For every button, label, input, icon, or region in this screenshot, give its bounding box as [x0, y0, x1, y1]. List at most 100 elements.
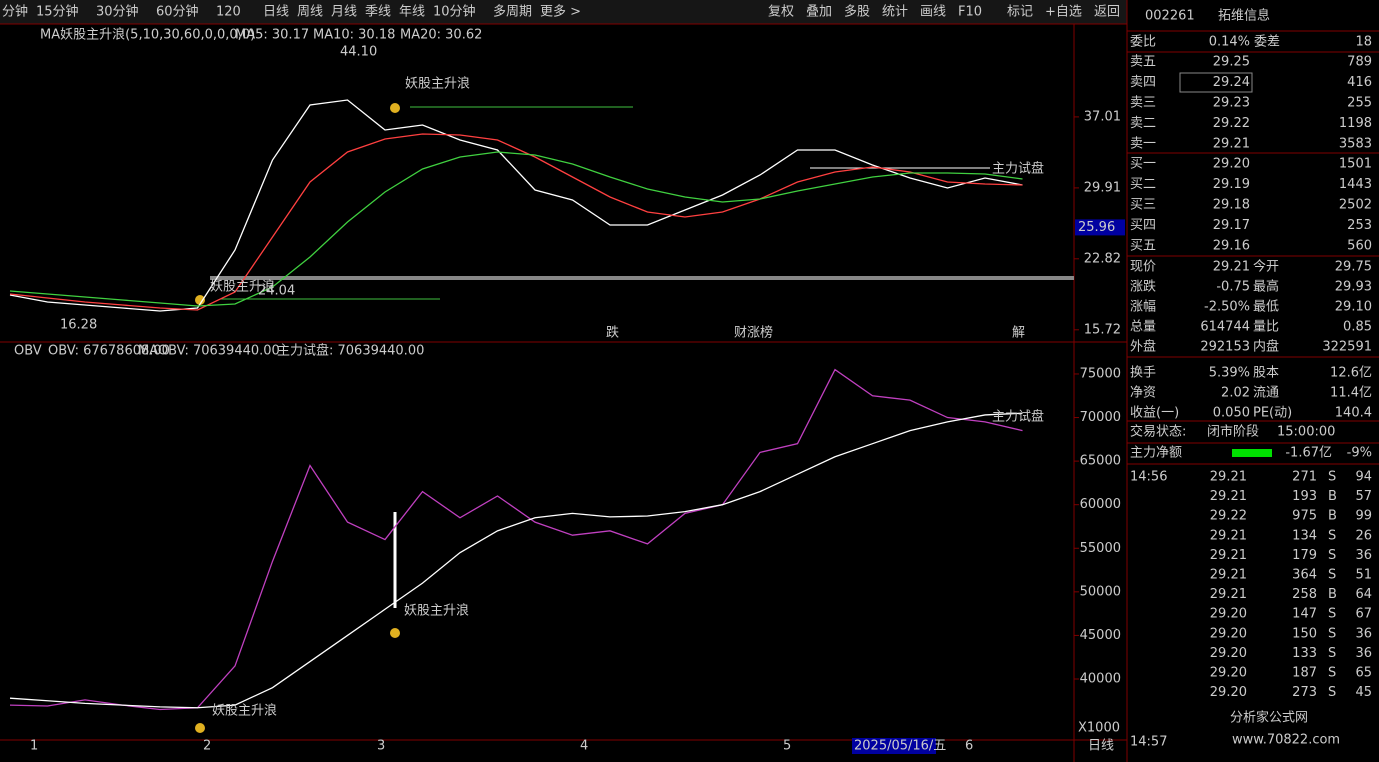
volume: 1501: [1339, 157, 1372, 172]
trade-volume: 273: [1292, 685, 1317, 700]
x-tick-label: 3: [377, 739, 385, 754]
toolbar-button[interactable]: 标记: [1007, 5, 1033, 20]
toolbar-button[interactable]: 15分钟: [36, 4, 79, 20]
y-tick-label: 65000: [1080, 454, 1121, 469]
trade-side: S: [1328, 470, 1336, 485]
label: 外盘: [1130, 339, 1156, 355]
volume: 560: [1347, 239, 1372, 254]
label: 卖三: [1130, 96, 1156, 111]
label: 涨跌: [1130, 279, 1156, 295]
label: 买四: [1130, 218, 1156, 233]
toolbar-button[interactable]: 10分钟: [433, 4, 476, 20]
trade-volume: 150: [1292, 626, 1317, 641]
trade-time: 14:56: [1130, 470, 1167, 485]
value: 29.21: [1213, 260, 1250, 275]
toolbar-button[interactable]: 季线: [365, 5, 391, 20]
toolbar-button[interactable]: 返回: [1094, 5, 1120, 20]
x-tick-label: 6: [965, 739, 973, 754]
trade-side: S: [1328, 685, 1336, 700]
price: 29.24: [1213, 75, 1250, 90]
label: 今开: [1253, 259, 1279, 275]
value: -1.67亿: [1285, 446, 1332, 461]
indicator-title: OBV: [14, 344, 42, 359]
net-bar: [1232, 449, 1272, 457]
toolbar-button[interactable]: 年线: [399, 5, 425, 20]
trade-count: 65: [1355, 666, 1372, 681]
trade-side: S: [1328, 607, 1336, 622]
toolbar-button[interactable]: 更多 >: [540, 4, 581, 20]
value: 2.02: [1221, 386, 1250, 401]
toolbar-button[interactable]: 日线: [263, 5, 289, 20]
label: 净资: [1130, 386, 1156, 401]
trade-volume: 258: [1292, 587, 1317, 602]
toolbar-button[interactable]: 叠加: [806, 5, 832, 20]
toolbar-button[interactable]: 多股: [844, 4, 870, 20]
period-label[interactable]: 日线: [1088, 739, 1114, 754]
toolbar-button[interactable]: 多周期: [493, 4, 532, 20]
price: 29.16: [1213, 239, 1250, 254]
support-band: [210, 276, 1074, 280]
annotation: 财涨榜: [734, 325, 773, 341]
value: 12.6亿: [1330, 366, 1372, 381]
price: 29.22: [1213, 116, 1250, 131]
series-line: [9, 368, 1023, 711]
series-line: [9, 412, 1023, 709]
legend-item: MA5: 30.17: [235, 28, 309, 43]
trade-price: 29.21: [1210, 489, 1247, 504]
value: 29.75: [1335, 260, 1372, 275]
series-line: [9, 133, 1023, 311]
toolbar-button[interactable]: 周线: [297, 5, 323, 20]
legend-item: MA20: 30.62: [400, 28, 482, 43]
trade-price: 29.20: [1210, 607, 1247, 622]
toolbar-button[interactable]: 分钟: [2, 4, 28, 20]
watermark-title: 分析家公式网: [1230, 710, 1308, 726]
value: -2.50%: [1204, 300, 1250, 315]
watermark-box: [1172, 700, 1368, 750]
label: 股本: [1253, 366, 1279, 381]
trade-side: B: [1328, 509, 1337, 524]
volume: 2502: [1339, 198, 1372, 213]
legend-item: MA10: 30.18: [313, 28, 395, 43]
trade-side: B: [1328, 587, 1337, 602]
label: 最高: [1253, 279, 1279, 295]
legend-item: MAOBV: 70639440.00: [138, 344, 280, 359]
value: 闭市阶段: [1207, 424, 1259, 440]
stock-code: 002261: [1145, 9, 1195, 24]
toolbar-button[interactable]: 画线: [920, 5, 946, 20]
toolbar-button[interactable]: F10: [958, 5, 982, 20]
label: 流通: [1253, 386, 1279, 401]
annotation: 解: [1012, 326, 1025, 341]
y-tick-label: 22.82: [1084, 251, 1121, 266]
toolbar-button[interactable]: 120: [216, 5, 241, 20]
label: 买二: [1130, 177, 1156, 192]
trade-price: 29.22: [1210, 509, 1247, 524]
label: 买一: [1130, 157, 1156, 172]
signal-icons: [195, 103, 400, 733]
value: 29.93: [1335, 280, 1372, 295]
toolbar-button[interactable]: 统计: [882, 5, 908, 20]
trade-volume: 975: [1292, 509, 1317, 524]
trade-price: 29.21: [1210, 548, 1247, 563]
value: 0.85: [1343, 320, 1372, 335]
toolbar-button[interactable]: 30分钟: [96, 4, 139, 20]
content: 分钟 15分钟 30分钟 60分钟 120 日线 周线 月线 季线 年线 10分钟 多周期 更多 > 返回…: [2, 4, 1379, 754]
trade-price: 29.20: [1210, 666, 1247, 681]
label: 换手: [1130, 366, 1156, 381]
stock-name: 拓维信息: [1218, 8, 1270, 24]
trade-count: 36: [1355, 626, 1372, 641]
trade-side: S: [1328, 548, 1336, 563]
label: 卖四: [1130, 75, 1156, 90]
toolbar-button[interactable]: 月线: [331, 5, 357, 20]
watermark-url: www.70822.com: [1232, 733, 1340, 748]
value: -9%: [1347, 446, 1372, 461]
trade-count: 36: [1355, 646, 1372, 661]
annotation: 主力试盘: [992, 161, 1044, 177]
value: 140.4: [1335, 406, 1372, 421]
toolbar-button[interactable]: 60分钟: [156, 4, 199, 20]
toolbar-button[interactable]: 复权: [768, 4, 794, 20]
toolbar-button[interactable]: +自选: [1045, 5, 1082, 20]
trade-count: 51: [1355, 568, 1372, 583]
date-box: [852, 738, 936, 754]
